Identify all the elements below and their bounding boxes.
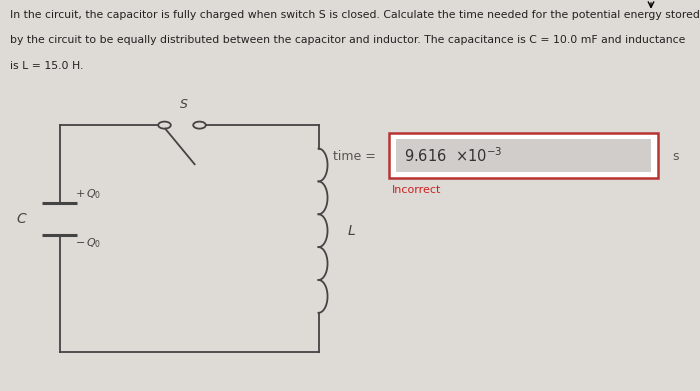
Text: $-\,Q_0$: $-\,Q_0$ (75, 237, 101, 250)
Text: S: S (179, 99, 188, 111)
Text: s: s (672, 150, 678, 163)
Bar (395, 139, 651, 172)
Text: is L = 15.0 H.: is L = 15.0 H. (10, 61, 84, 71)
Text: L: L (348, 224, 356, 238)
Bar (389, 133, 658, 178)
Text: by the circuit to be equally distributed between the capacitor and inductor. The: by the circuit to be equally distributed… (10, 35, 686, 45)
Text: In the circuit, the capacitor is fully charged when switch S is closed. Calculat: In the circuit, the capacitor is fully c… (10, 10, 700, 20)
Text: 9.616  $\times$10$^{-3}$: 9.616 $\times$10$^{-3}$ (404, 146, 503, 165)
Text: $+\,Q_0$: $+\,Q_0$ (75, 188, 101, 201)
Text: time =: time = (333, 150, 376, 163)
Text: Incorrect: Incorrect (392, 185, 442, 195)
Text: C: C (16, 212, 26, 226)
